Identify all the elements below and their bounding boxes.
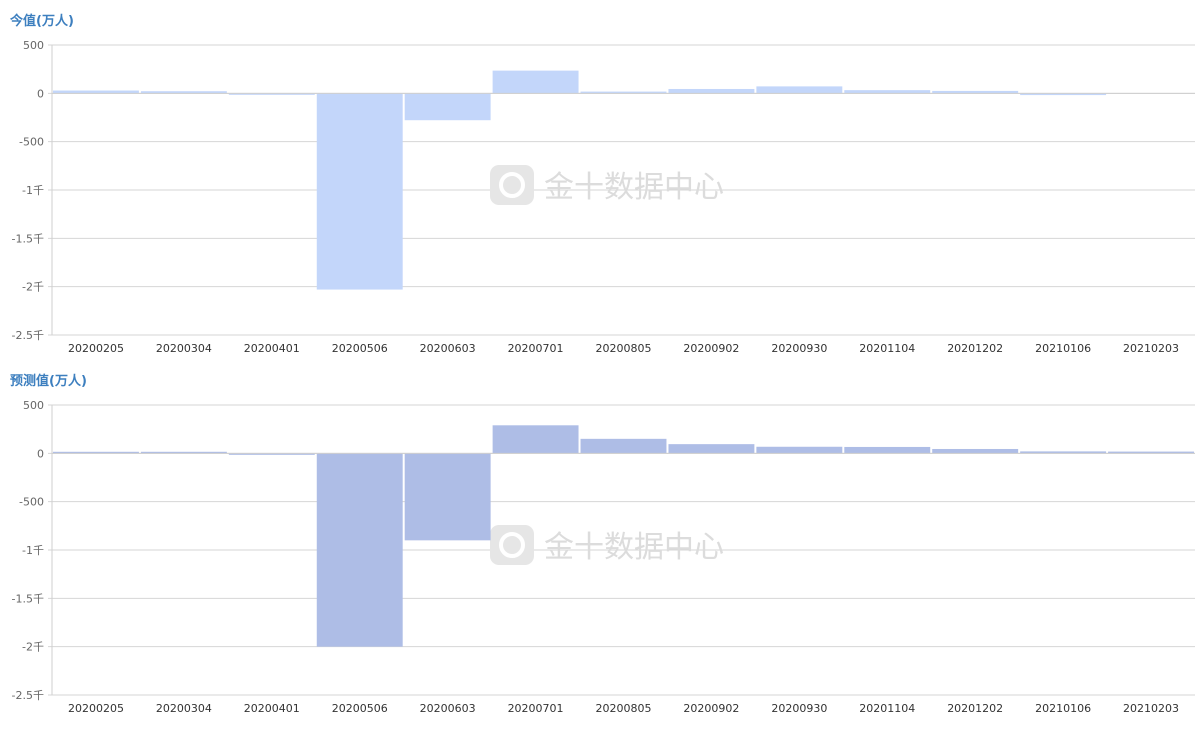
bar bbox=[53, 451, 139, 454]
bar bbox=[580, 91, 667, 94]
bar bbox=[492, 70, 579, 94]
bar bbox=[668, 444, 755, 454]
bar bbox=[404, 453, 491, 541]
bar bbox=[1020, 451, 1107, 454]
x-tick-label: 20210106 bbox=[1035, 342, 1091, 355]
bar bbox=[580, 438, 667, 454]
x-tick-label: 20200902 bbox=[683, 702, 739, 715]
x-tick-label: 20200930 bbox=[771, 702, 827, 715]
y-tick-label: 0 bbox=[37, 447, 44, 460]
y-tick-label: -1.5千 bbox=[12, 592, 44, 605]
bar bbox=[756, 446, 843, 454]
x-tick-label: 20200805 bbox=[596, 342, 652, 355]
bar bbox=[316, 453, 403, 647]
bar bbox=[316, 93, 403, 290]
x-tick-label: 20200805 bbox=[596, 702, 652, 715]
bar bbox=[668, 88, 755, 94]
bar bbox=[932, 90, 1019, 94]
x-tick-label: 20200205 bbox=[68, 342, 124, 355]
x-tick-label: 20200304 bbox=[156, 342, 212, 355]
bar bbox=[1020, 93, 1107, 96]
y-tick-label: -1千 bbox=[22, 184, 44, 197]
x-tick-label: 20200205 bbox=[68, 702, 124, 715]
bar bbox=[228, 453, 315, 455]
chart-svg: 500 0 -500 -1千 -1.5千 -2千 -2.5千 金十数据中心 20200205 20… bbox=[12, 39, 1195, 355]
y-tick-label: -1千 bbox=[22, 544, 44, 557]
bar bbox=[53, 90, 139, 94]
x-tick-label: 20200701 bbox=[508, 342, 564, 355]
bar bbox=[140, 91, 227, 94]
bar bbox=[492, 425, 579, 454]
x-tick-label: 20200603 bbox=[420, 702, 476, 715]
watermark-text: 金十数据中心 bbox=[544, 170, 724, 205]
x-tick-label: 20200930 bbox=[771, 342, 827, 355]
y-tick-label: -2千 bbox=[22, 641, 44, 654]
chart-title: 预测值(万人) bbox=[10, 374, 87, 389]
watermark: 金十数据中心 bbox=[490, 525, 724, 565]
x-tick-label: 20200902 bbox=[683, 342, 739, 355]
x-tick-label: 20200401 bbox=[244, 702, 300, 715]
chart-panel-forecast: 预测值(万人) 500 0 -500 -1千 -1.5千 -2千 -2.5千 金十数据中心 20… bbox=[0, 360, 1200, 720]
x-tick-label: 20200506 bbox=[332, 702, 388, 715]
y-tick-label: -1.5千 bbox=[12, 232, 44, 245]
y-tick-label: -2千 bbox=[22, 281, 44, 294]
x-tick-label: 20210106 bbox=[1035, 702, 1091, 715]
x-tick-label: 20200304 bbox=[156, 702, 212, 715]
watermark-logo-ring bbox=[499, 532, 525, 558]
y-tick-label: 500 bbox=[23, 399, 44, 412]
x-tick-label: 20210203 bbox=[1123, 702, 1179, 715]
watermark-logo-icon bbox=[490, 165, 534, 205]
watermark-text: 金十数据中心 bbox=[544, 530, 724, 565]
x-tick-label: 20200401 bbox=[244, 342, 300, 355]
y-tick-label: -2.5千 bbox=[12, 689, 44, 702]
bar bbox=[228, 93, 315, 95]
bar bbox=[932, 448, 1019, 454]
y-tick-label: -500 bbox=[19, 496, 44, 509]
bar bbox=[756, 86, 843, 94]
chart-svg: 500 0 -500 -1千 -1.5千 -2千 -2.5千 金十数据中心 20200205 20… bbox=[12, 399, 1195, 715]
x-tick-label: 20200701 bbox=[508, 702, 564, 715]
x-tick-label: 20201202 bbox=[947, 702, 1003, 715]
watermark: 金十数据中心 bbox=[490, 165, 724, 205]
watermark-logo-ring bbox=[499, 172, 525, 198]
watermark-logo-icon bbox=[490, 525, 534, 565]
bar bbox=[844, 446, 931, 454]
x-tick-label: 20200603 bbox=[420, 342, 476, 355]
bar bbox=[404, 93, 491, 121]
y-tick-label: 0 bbox=[37, 87, 44, 100]
bar bbox=[844, 90, 931, 94]
x-tick-label: 20201202 bbox=[947, 342, 1003, 355]
x-tick-label: 20201104 bbox=[859, 342, 915, 355]
x-tick-label: 20210203 bbox=[1123, 342, 1179, 355]
bar bbox=[1108, 451, 1194, 454]
x-tick-label: 20200506 bbox=[332, 342, 388, 355]
chart-panel-actual: 今值(万人) 500 0 -500 -1千 -1.5千 -2千 -2.5千 金十数据中心 202… bbox=[0, 0, 1200, 360]
y-tick-label: -2.5千 bbox=[12, 329, 44, 342]
y-tick-label: 500 bbox=[23, 39, 44, 52]
y-tick-label: -500 bbox=[19, 136, 44, 149]
bar bbox=[140, 451, 227, 454]
x-tick-label: 20201104 bbox=[859, 702, 915, 715]
chart-title: 今值(万人) bbox=[10, 14, 74, 29]
